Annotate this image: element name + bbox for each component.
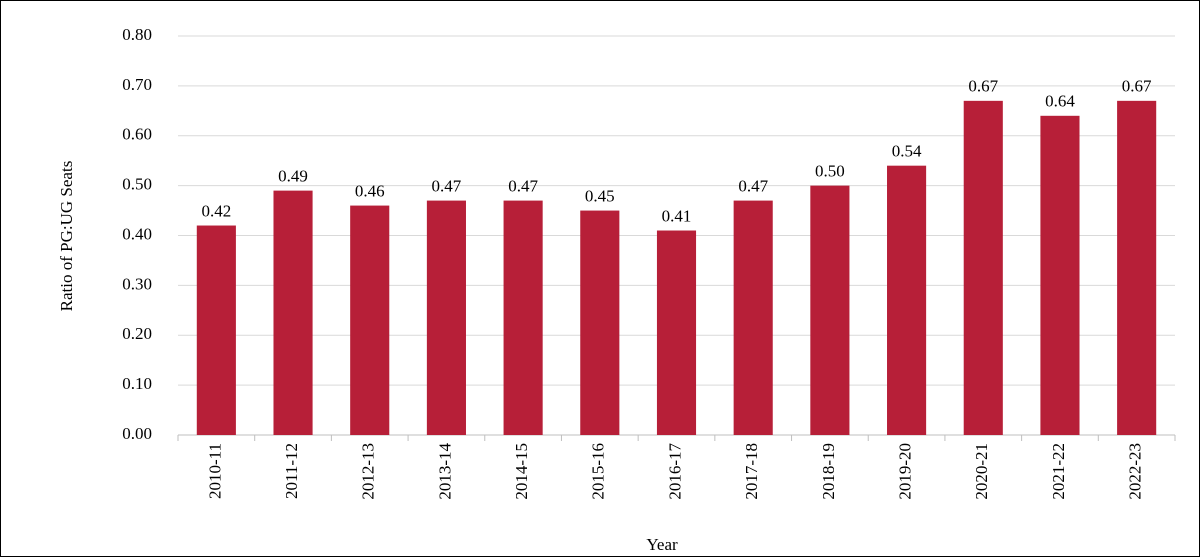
- data-label: 0.47: [738, 176, 768, 195]
- y-tick-label: 0.70: [122, 75, 152, 94]
- x-tick-label: 2010-11: [205, 443, 224, 499]
- bar: [1040, 115, 1080, 436]
- y-tick-label: 0.40: [122, 224, 152, 243]
- y-tick-label: 0.10: [122, 374, 152, 393]
- bar: [273, 190, 313, 435]
- data-label: 0.47: [432, 176, 462, 195]
- x-tick-label: 2017-18: [742, 443, 761, 500]
- bar: [963, 100, 1003, 436]
- bar: [810, 185, 850, 435]
- data-label: 0.54: [892, 142, 922, 161]
- data-label: 0.67: [968, 77, 998, 96]
- data-label: 0.64: [1045, 92, 1075, 111]
- y-tick-label: 0.00: [122, 424, 152, 443]
- bar: [656, 230, 697, 435]
- y-tick-label: 0.20: [122, 324, 152, 343]
- x-tick-label: 2020-21: [972, 443, 991, 500]
- x-tick-label: 2021-22: [1049, 443, 1068, 500]
- y-axis-title: Ratio of PG:UG Seats: [57, 161, 76, 312]
- x-tick-label: 2016-17: [665, 443, 684, 500]
- x-tick-label: 2013-14: [435, 443, 454, 500]
- bar: [887, 165, 927, 436]
- x-axis-title: Year: [646, 535, 678, 554]
- data-label: 0.46: [355, 181, 385, 200]
- bar: [1117, 100, 1157, 436]
- data-label: 0.50: [815, 162, 845, 181]
- bar: [580, 210, 620, 435]
- y-tick-label: 0.60: [122, 125, 152, 144]
- x-tick-label: 2022-23: [1126, 443, 1145, 500]
- x-tick-label: 2015-16: [589, 443, 608, 500]
- data-label: 0.41: [662, 206, 692, 225]
- data-label: 0.67: [1122, 77, 1152, 96]
- bar: [503, 200, 543, 435]
- x-tick-label: 2014-15: [512, 443, 531, 500]
- data-label: 0.47: [508, 176, 538, 195]
- bar: [350, 205, 390, 435]
- y-tick-label: 0.30: [122, 274, 152, 293]
- data-label: 0.49: [278, 167, 308, 186]
- data-label: 0.45: [585, 186, 615, 205]
- y-tick-label: 0.80: [122, 25, 152, 44]
- x-tick-label: 2019-20: [895, 443, 914, 500]
- data-label: 0.42: [201, 201, 231, 220]
- bar: [196, 225, 236, 435]
- bar: [733, 200, 773, 435]
- bar: [426, 200, 466, 435]
- x-tick-label: 2012-13: [359, 443, 378, 500]
- x-tick-label: 2011-12: [282, 443, 301, 499]
- x-tick-label: 2018-19: [819, 443, 838, 500]
- y-tick-label: 0.50: [122, 175, 152, 194]
